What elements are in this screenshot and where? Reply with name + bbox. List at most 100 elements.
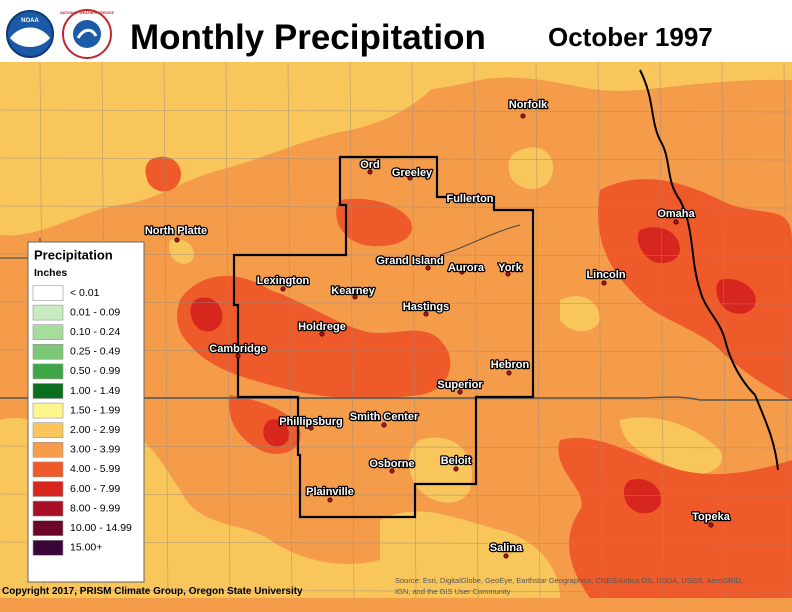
noaa-text: NOAA [21,18,39,24]
legend-swatch [32,520,64,537]
legend-label: 0.25 - 0.49 [70,346,120,358]
county-line [597,61,603,599]
legend-label: 3.00 - 3.99 [70,444,120,456]
city-label: Cambridge [209,343,266,355]
legend-label: 0.01 - 0.09 [70,306,120,318]
legend-swatch [32,402,64,419]
city-label: Hastings [403,301,449,313]
city-dot [457,389,463,395]
county-line [0,205,792,209]
city-label: Grand Island [376,255,443,267]
city-dot [601,280,607,286]
city-label: Phillipsburg [279,416,343,428]
legend-label: 4.00 - 5.99 [70,463,120,475]
county-line [783,61,789,599]
legend-units: Inches [34,267,67,279]
city-dot [425,265,431,271]
city-dot [708,522,714,528]
legend: Precipitation Inches < 0.01 0.01 - 0.09 0.… [27,241,145,583]
city-dot [520,113,526,119]
legend-label: 0.10 - 0.24 [70,326,120,338]
legend-swatch [32,539,64,556]
city-label: Kearney [331,285,375,297]
county-line [721,61,727,599]
city-dot [235,353,241,359]
city-dot [389,468,395,474]
legend-label: 10.00 - 14.99 [70,522,132,534]
legend-label: 15.00+ [70,542,102,554]
city-label: Beloit [441,455,472,467]
county-line [535,61,541,599]
county-line [0,589,792,593]
city-dot [423,311,429,317]
city-label: Ord [360,159,380,171]
legend-swatch [32,343,64,360]
header-band [0,0,792,62]
legend-label: < 0.01 [70,287,100,299]
title: Monthly Precipitation [130,18,486,57]
city-dot [453,466,459,472]
city-label: Lexington [257,275,310,287]
city-label: Aurora [448,262,485,274]
county-line [0,109,792,113]
county-line [473,61,479,599]
city-dot [673,219,679,225]
nws-logo: NATIONAL WEATHER SERVICE [60,9,115,59]
legend-label: 1.00 - 1.49 [70,385,120,397]
county-line [659,61,665,599]
county-line [225,61,231,599]
city-dot [505,271,511,277]
legend-label: 2.00 - 2.99 [70,424,120,436]
city-label: Omaha [657,208,695,220]
county-line [287,61,293,599]
legend-swatch [32,383,64,399]
city-dot [308,425,314,431]
county-line [349,61,355,599]
copyright: Copyright 2017, PRISM Climate Group, Ore… [2,586,303,597]
source-line: IGN, and the GIS User Community [395,587,511,596]
noaa-logo: NOAA [6,10,54,58]
legend-swatch [32,304,64,321]
city-label: Plainville [306,486,354,498]
city-dot [467,197,473,203]
city-label: North Platte [145,225,207,237]
city-label: York [498,262,523,274]
city-dot [459,269,465,275]
city-label: Fullerton [446,193,493,205]
city-label: Norfolk [509,99,548,111]
legend-swatch [32,500,64,517]
city-label: Salina [490,542,523,554]
city-label: Smith Center [350,411,419,423]
city-dot [319,331,325,337]
city-label: Hebron [491,359,530,371]
city-label: Lincoln [586,269,625,281]
legend-swatch [32,481,64,497]
county-line [0,157,792,161]
city-dot [352,294,358,300]
city-dot [174,237,180,243]
legend-swatch [32,422,64,439]
legend-swatch [32,441,64,458]
legend-swatch [32,363,64,380]
legend-swatch [32,324,64,341]
legend-label: 1.50 - 1.99 [70,404,120,416]
legend-label: 6.00 - 7.99 [70,483,120,495]
city-labels: Norfolk Ord Greeley Fullerton North Platte Om… [144,98,732,559]
city-label: Osborne [369,458,414,470]
city-label: Greeley [392,167,433,179]
city-dot [327,497,333,503]
city-label: Holdrege [298,321,346,333]
legend-label: 8.00 - 9.99 [70,502,120,514]
city-dot [407,175,413,181]
legend-swatch [32,461,64,478]
city-dot [280,286,286,292]
nws-text: NATIONAL WEATHER SERVICE [60,11,114,15]
city-label: Topeka [692,511,731,523]
source-line: Source: Esri, DigitalGlobe, GeoEye, Eart… [395,576,743,585]
county-line [163,61,169,599]
city-dot [506,370,512,376]
legend-label: 0.50 - 0.99 [70,365,120,377]
city-dot [381,422,387,428]
city-dot [503,553,509,559]
